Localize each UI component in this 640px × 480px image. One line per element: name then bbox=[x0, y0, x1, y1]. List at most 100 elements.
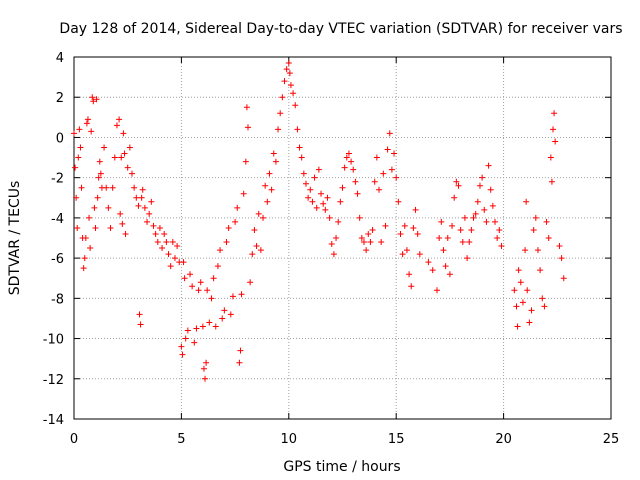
data-point bbox=[442, 263, 449, 270]
data-point bbox=[181, 275, 188, 282]
data-point bbox=[434, 287, 441, 294]
data-point bbox=[313, 204, 320, 211]
data-point bbox=[376, 186, 383, 193]
data-point bbox=[391, 150, 398, 157]
data-point bbox=[88, 128, 95, 135]
data-point bbox=[412, 206, 419, 213]
data-point bbox=[446, 271, 453, 278]
data-point bbox=[94, 194, 101, 201]
data-point bbox=[165, 251, 172, 258]
data-point bbox=[403, 247, 410, 254]
data-point bbox=[281, 78, 288, 85]
data-point bbox=[320, 200, 327, 207]
data-point bbox=[131, 184, 138, 191]
data-point bbox=[339, 184, 346, 191]
grid-lines bbox=[74, 57, 611, 419]
data-point bbox=[277, 110, 284, 117]
data-point bbox=[242, 158, 249, 165]
data-point bbox=[138, 194, 145, 201]
data-point bbox=[468, 226, 475, 233]
data-point bbox=[283, 66, 290, 73]
data-point bbox=[479, 174, 486, 181]
data-point bbox=[511, 287, 518, 294]
data-point bbox=[343, 154, 350, 161]
data-point bbox=[249, 251, 256, 258]
data-point bbox=[519, 299, 526, 306]
data-point bbox=[97, 170, 104, 177]
data-point bbox=[348, 158, 355, 165]
data-point bbox=[195, 287, 202, 294]
data-point bbox=[84, 116, 91, 123]
data-point bbox=[425, 259, 432, 266]
data-point bbox=[513, 303, 520, 310]
data-point bbox=[193, 325, 200, 332]
data-point bbox=[514, 323, 521, 330]
data-point bbox=[556, 243, 563, 250]
data-point bbox=[206, 319, 213, 326]
data-point bbox=[113, 122, 120, 129]
data-point bbox=[356, 214, 363, 221]
data-point bbox=[251, 226, 258, 233]
data-point bbox=[438, 218, 445, 225]
x-tick-label: 15 bbox=[388, 432, 405, 447]
data-point bbox=[262, 182, 269, 189]
data-point bbox=[120, 130, 127, 137]
data-point bbox=[133, 194, 140, 201]
data-point bbox=[487, 186, 494, 193]
data-point bbox=[386, 130, 393, 137]
data-point bbox=[203, 359, 210, 366]
y-tick-labels: -14 -12 -10 -8 -6 -4 -2 0 2 4 bbox=[43, 51, 64, 428]
data-point bbox=[410, 224, 417, 231]
data-point bbox=[234, 204, 241, 211]
data-point bbox=[311, 174, 318, 181]
data-point bbox=[341, 164, 348, 171]
data-point bbox=[532, 214, 539, 221]
data-point bbox=[560, 275, 567, 282]
data-point bbox=[217, 247, 224, 254]
data-point bbox=[296, 144, 303, 151]
data-point bbox=[243, 104, 250, 111]
data-point bbox=[86, 214, 93, 221]
x-tick-label: 25 bbox=[603, 432, 620, 447]
data-point bbox=[91, 204, 98, 211]
data-point bbox=[189, 283, 196, 290]
plot-frame bbox=[73, 56, 612, 420]
data-point bbox=[272, 158, 279, 165]
data-point bbox=[483, 218, 490, 225]
chart-title: Day 128 of 2014, Sidereal Day-to-day VTE… bbox=[59, 21, 622, 37]
data-point bbox=[219, 315, 226, 322]
data-point bbox=[315, 166, 322, 173]
data-point bbox=[408, 283, 415, 290]
data-point bbox=[539, 295, 546, 302]
data-point bbox=[119, 220, 126, 227]
data-point bbox=[550, 126, 557, 133]
data-point bbox=[117, 210, 124, 217]
data-point bbox=[229, 293, 236, 300]
data-point bbox=[326, 214, 333, 221]
data-point bbox=[384, 146, 391, 153]
data-point bbox=[236, 359, 243, 366]
data-point bbox=[461, 214, 468, 221]
data-point bbox=[116, 116, 123, 123]
data-point bbox=[200, 365, 207, 372]
data-point bbox=[270, 150, 277, 157]
data-point bbox=[87, 245, 94, 252]
data-point bbox=[184, 327, 191, 334]
data-point bbox=[247, 279, 254, 286]
data-point bbox=[328, 241, 335, 248]
data-point bbox=[83, 120, 90, 127]
data-point bbox=[537, 267, 544, 274]
data-point bbox=[212, 323, 219, 330]
data-point bbox=[397, 230, 404, 237]
data-point bbox=[335, 218, 342, 225]
data-point bbox=[287, 82, 294, 89]
data-point bbox=[109, 184, 116, 191]
data-point bbox=[103, 184, 110, 191]
data-point bbox=[388, 166, 395, 173]
data-point bbox=[89, 94, 96, 101]
y-tick-label: -14 bbox=[43, 413, 64, 428]
x-tick-label: 5 bbox=[177, 432, 185, 447]
data-point bbox=[378, 239, 385, 246]
data-point bbox=[148, 198, 155, 205]
data-point bbox=[558, 255, 565, 262]
